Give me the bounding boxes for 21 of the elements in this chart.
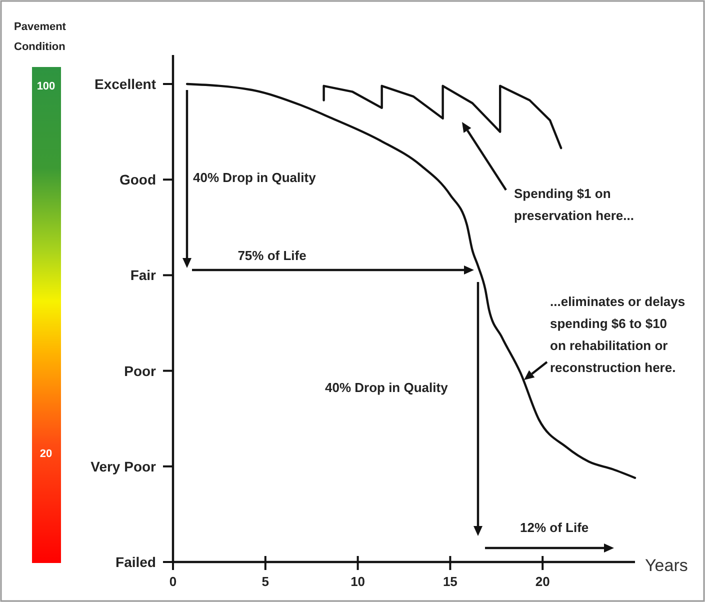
x-axis-title: Years <box>645 556 688 575</box>
color-bar-label: 20 <box>40 448 52 460</box>
category-label: Poor <box>124 362 156 379</box>
annotation: 40% Drop in Quality <box>325 380 449 395</box>
x-tick-label: 15 <box>442 574 458 589</box>
color-bar-label: 100 <box>36 80 56 92</box>
category-label: Fair <box>130 267 156 284</box>
annotation: 12% of Life <box>520 520 589 535</box>
x-tick-label: 5 <box>262 574 270 589</box>
color-bar-title: Pavement Condition <box>14 21 66 53</box>
annotation: Spending $1 on preservation here... <box>514 186 634 223</box>
x-tick-label: 0 <box>169 574 177 589</box>
x-tick-label: 20 <box>535 574 550 589</box>
annotation: ...eliminates or delays spending $6 to $10 on rehabilitation or reconstruction here. <box>550 294 686 375</box>
category-label: Failed <box>116 554 156 570</box>
category-label: Very Poor <box>90 458 156 474</box>
category-label: Excellent <box>94 76 156 92</box>
x-tick-label: 10 <box>350 574 366 589</box>
annotation: 75% of Life <box>238 248 306 263</box>
annotation: 40% Drop in Quality <box>193 170 317 185</box>
category-label: Good <box>119 172 156 188</box>
